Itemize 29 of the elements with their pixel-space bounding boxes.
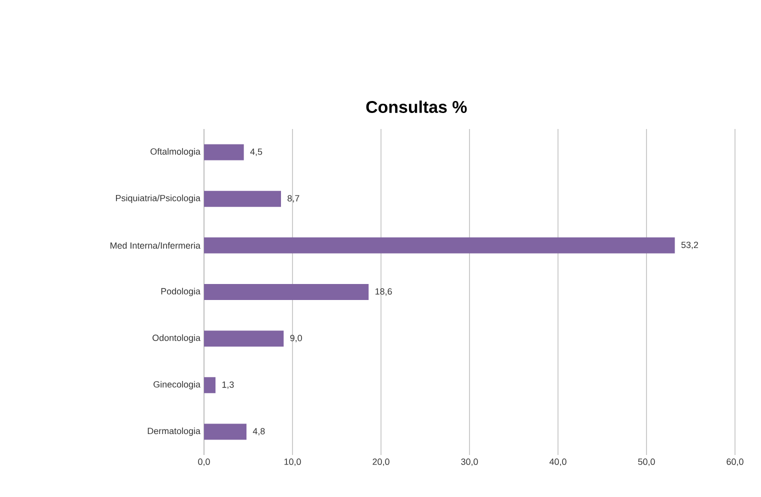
bar — [204, 284, 369, 300]
x-tick-label: 50,0 — [638, 458, 655, 466]
y-tick-label: Podologia — [161, 288, 200, 296]
bar — [204, 330, 284, 347]
data-label: 8,7 — [288, 195, 300, 203]
bar — [204, 377, 216, 394]
x-tick-label: 40,0 — [549, 458, 566, 466]
y-tick-label: Psiquiatria/Psicologia — [116, 194, 200, 204]
data-label: 4,8 — [252, 428, 265, 436]
data-label: 1,3 — [222, 381, 234, 389]
data-label: 53,2 — [681, 242, 698, 250]
bar — [204, 424, 246, 440]
x-tick-label: 10,0 — [284, 458, 301, 466]
y-tick-label: Ginecologia — [154, 380, 200, 390]
data-label: 9,0 — [290, 334, 302, 342]
x-tick-label: 0,0 — [198, 458, 210, 466]
y-tick-label: Oftalmologia — [150, 148, 200, 156]
y-tick-label: Odontologia — [152, 334, 200, 343]
x-tick-label: 30,0 — [461, 458, 478, 466]
bar — [204, 190, 281, 207]
y-tick-label: Med Interna/Infermeria — [110, 242, 200, 249]
data-label: 4,5 — [250, 148, 262, 156]
bar — [204, 144, 244, 160]
chart-title: Consultas % — [366, 100, 467, 113]
bar — [204, 237, 675, 254]
x-tick-label: 20,0 — [372, 458, 390, 466]
x-tick-label: 60,0 — [726, 458, 744, 466]
y-tick-label: Dermatologia — [148, 428, 200, 436]
data-label: 18,6 — [376, 288, 392, 296]
